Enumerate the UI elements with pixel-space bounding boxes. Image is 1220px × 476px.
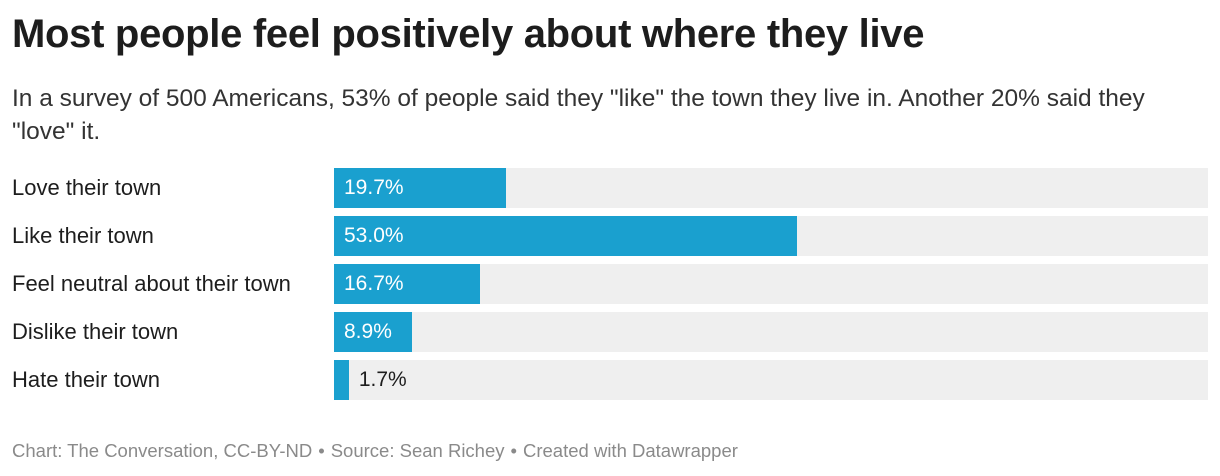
category-label: Like their town: [12, 223, 154, 248]
value-label: 19.7%: [344, 176, 404, 199]
bar-row: Love their town 19.7%: [0, 168, 1220, 208]
footer-created-with: Created with Datawrapper: [523, 440, 738, 461]
bar-track: 16.7%: [334, 264, 1208, 304]
value-label: 16.7%: [344, 272, 404, 295]
bar-track: 19.7%: [334, 168, 1208, 208]
footer-credit: Chart: The Conversation, CC-BY-ND: [12, 440, 313, 461]
value-label: 53.0%: [344, 224, 404, 247]
bar: [334, 360, 349, 400]
bar: [334, 216, 798, 256]
bar-row: Feel neutral about their town 16.7%: [0, 264, 1220, 304]
chart-subtitle: In a survey of 500 Americans, 53% of peo…: [12, 85, 1145, 145]
value-label: 1.7%: [358, 368, 407, 391]
chart-footer: Chart: The Conversation, CC-BY-ND • Source…: [12, 440, 738, 462]
bar-row: Dislike their town 8.9%: [0, 312, 1220, 352]
bar-track: 8.9%: [334, 312, 1208, 352]
bar-track: 1.7%: [334, 360, 1208, 400]
bar: [334, 264, 480, 304]
bar: [334, 312, 412, 352]
bar-track: 53.0%: [334, 216, 1208, 256]
category-label: Love their town: [12, 175, 162, 200]
bar-row: Like their town 53.0%: [0, 216, 1220, 256]
bar: [334, 168, 507, 208]
value-label: 8.9%: [344, 320, 392, 343]
category-label: Dislike their town: [12, 319, 179, 344]
bar-chart: Love their town 19.7% Like their town 53.0%…: [0, 168, 1220, 400]
footer-separator: •: [510, 440, 517, 461]
category-label: Feel neutral about their town: [12, 271, 291, 296]
footer-source: Source: Sean Richey: [330, 440, 505, 461]
chart-title: Most people feel positively about where …: [12, 12, 925, 56]
footer-separator: •: [318, 440, 325, 461]
category-label: Hate their town: [12, 367, 160, 392]
bar-row: Hate their town 1.7%: [0, 360, 1220, 400]
